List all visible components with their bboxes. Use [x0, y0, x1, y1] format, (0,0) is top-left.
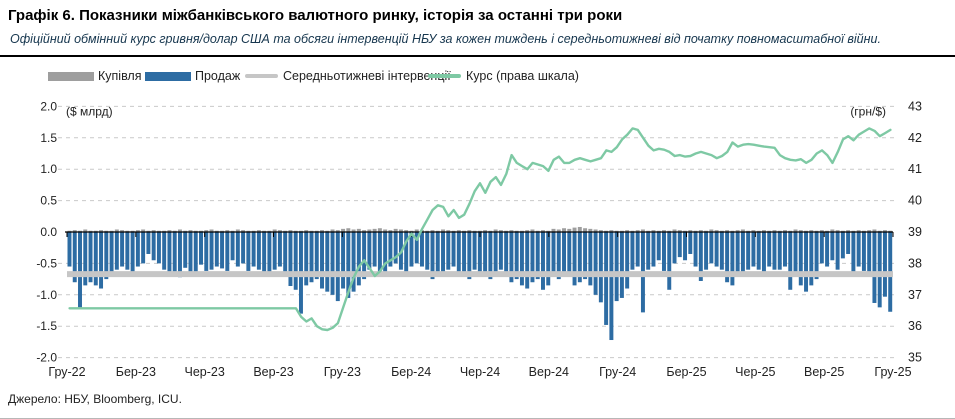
svg-text:Бер-25: Бер-25	[666, 365, 706, 379]
svg-text:($ млрд): ($ млрд)	[66, 104, 113, 118]
chart-title: Графік 6. Показники міжбанківського валю…	[8, 7, 623, 24]
svg-text:42: 42	[908, 131, 922, 145]
svg-text:-1.5: -1.5	[36, 319, 57, 333]
svg-text:Вер-25: Вер-25	[804, 365, 844, 379]
legend-label: Продаж	[195, 69, 241, 83]
source-note: Джерело: НБУ, Bloomberg, ICU.	[8, 392, 182, 406]
exchange-rate-swatch	[428, 74, 461, 78]
svg-text:35: 35	[908, 351, 922, 365]
svg-text:2.0: 2.0	[40, 99, 57, 113]
svg-text:Гру-24: Гру-24	[599, 365, 636, 379]
header-divider	[0, 55, 955, 57]
legend-label: Середньотижневі інтервенції	[283, 69, 451, 83]
svg-text:Гру-25: Гру-25	[874, 365, 911, 379]
svg-text:37: 37	[908, 288, 922, 302]
svg-text:39: 39	[908, 225, 922, 239]
legend-item-sell: Продаж	[145, 66, 240, 86]
svg-text:Гру-23: Гру-23	[324, 365, 361, 379]
legend-label: Курс (права шкала)	[466, 69, 579, 83]
svg-text:1.5: 1.5	[40, 131, 57, 145]
chart-subtitle: Офіційний обмінний курс гривня/долар США…	[10, 32, 881, 46]
svg-text:41: 41	[908, 162, 922, 176]
svg-text:Чер-24: Чер-24	[460, 365, 500, 379]
svg-text:36: 36	[908, 319, 922, 333]
legend-item-avg-interventions: Середньотижневі інтервенції	[245, 66, 451, 86]
svg-text:Вер-24: Вер-24	[529, 365, 569, 379]
svg-text:Бер-23: Бер-23	[116, 365, 156, 379]
svg-text:Чер-23: Чер-23	[185, 365, 225, 379]
svg-text:Гру-22: Гру-22	[48, 365, 85, 379]
svg-text:1.0: 1.0	[40, 162, 57, 176]
sell-swatch	[145, 71, 191, 81]
svg-text:Чер-25: Чер-25	[735, 365, 775, 379]
svg-text:40: 40	[908, 194, 922, 208]
legend-label: Купівля	[98, 69, 142, 83]
svg-text:0.5: 0.5	[40, 194, 57, 208]
svg-text:-0.5: -0.5	[36, 256, 57, 270]
svg-text:43: 43	[908, 99, 922, 113]
avg-interventions-swatch	[245, 74, 278, 78]
buy-swatch	[48, 71, 94, 81]
legend: Купівля Продаж Середньотижневі інтервенц…	[0, 66, 955, 86]
svg-text:Вер-23: Вер-23	[253, 365, 293, 379]
svg-text:-1.0: -1.0	[36, 288, 57, 302]
svg-text:38: 38	[908, 256, 922, 270]
legend-item-exchange-rate: Курс (права шкала)	[428, 66, 579, 86]
svg-text:Бер-24: Бер-24	[391, 365, 431, 379]
svg-text:(грн/$): (грн/$)	[850, 104, 886, 118]
svg-text:0.0: 0.0	[40, 225, 57, 239]
legend-item-buy: Купівля	[48, 66, 142, 86]
svg-text:-2.0: -2.0	[36, 351, 57, 365]
